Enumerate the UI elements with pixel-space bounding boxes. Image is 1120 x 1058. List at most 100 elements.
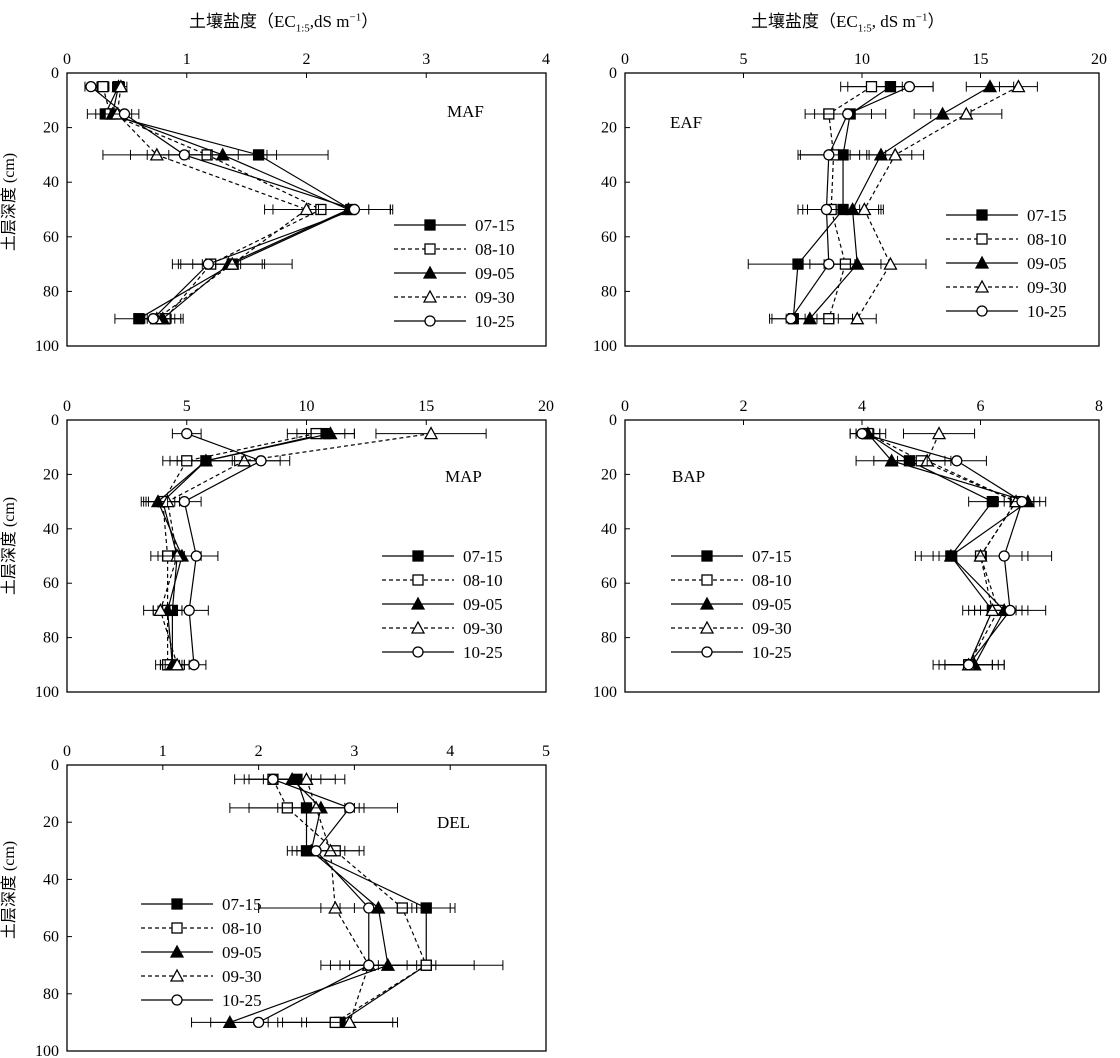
y-tick-label-bap-3: 60 bbox=[601, 575, 617, 592]
series-line-eaf-09-05 bbox=[809, 86, 991, 320]
point-del-10-25-5 bbox=[252, 1016, 265, 1029]
svg-text:07-15: 07-15 bbox=[1027, 206, 1067, 225]
series-line-bap-07-15 bbox=[867, 433, 994, 666]
point-bap-09-05-1 bbox=[884, 453, 899, 467]
point-eaf-10-25-1 bbox=[842, 108, 854, 120]
legend-entry-del-09-30: 09-30 bbox=[141, 967, 262, 986]
y-tick-label-eaf-3: 60 bbox=[601, 229, 617, 246]
svg-text:09-05: 09-05 bbox=[752, 595, 792, 614]
point-eaf-09-30-5 bbox=[850, 311, 865, 325]
svg-text:07-15: 07-15 bbox=[463, 547, 503, 566]
point-del-10-25-1 bbox=[343, 802, 356, 814]
point-eaf-09-30-2 bbox=[888, 147, 903, 161]
x-tick-label-map-2: 10 bbox=[299, 398, 315, 415]
point-eaf-08-10-0 bbox=[865, 81, 878, 93]
x-tick-label-maf-2: 2 bbox=[303, 51, 311, 68]
legend-entry-maf-09-30: 09-30 bbox=[394, 288, 515, 307]
series-line-bap-09-05 bbox=[867, 433, 1030, 666]
y-tick-label-maf-3: 60 bbox=[43, 229, 59, 246]
svg-text:07-15: 07-15 bbox=[752, 547, 792, 566]
series-line-eaf-10-25 bbox=[790, 86, 910, 320]
svg-text:09-05: 09-05 bbox=[463, 595, 503, 614]
point-maf-08-10-0 bbox=[97, 81, 109, 93]
panel-map: 0 5 10 15 20 0 20 40 60 80 100 MAP 07-15 08-10 09-05 09… bbox=[35, 398, 554, 701]
point-bap-10-25-2 bbox=[1016, 495, 1028, 508]
legend-entry-eaf-10-25: 10-25 bbox=[946, 302, 1067, 321]
svg-text:09-30: 09-30 bbox=[1027, 278, 1067, 297]
legend-entry-map-09-30: 09-30 bbox=[382, 619, 503, 638]
legend-entry-bap-07-15: 07-15 bbox=[671, 547, 792, 566]
point-maf-10-25-0 bbox=[85, 81, 97, 93]
x-tick-label-del-0: 0 bbox=[63, 743, 71, 760]
legend-entry-del-08-10: 08-10 bbox=[141, 919, 262, 938]
x-tick-label-bap-3: 6 bbox=[977, 398, 985, 415]
svg-text:08-10: 08-10 bbox=[475, 240, 515, 259]
point-del-10-25-4 bbox=[363, 959, 375, 971]
svg-text:10-25: 10-25 bbox=[463, 643, 503, 662]
panel-label-eaf: EAF bbox=[670, 113, 702, 132]
panel-bap: 0 2 4 6 8020406080100BAP07-1508-1009-0509-30… bbox=[593, 398, 1103, 701]
svg-text:09-05: 09-05 bbox=[1027, 254, 1067, 273]
point-eaf-09-30-0 bbox=[1011, 79, 1026, 93]
x-tick-label-maf-1: 1 bbox=[183, 51, 191, 68]
point-maf-10-25-2 bbox=[178, 149, 191, 161]
svg-text:09-30: 09-30 bbox=[752, 619, 792, 638]
plot-frame-del bbox=[66, 764, 547, 1052]
x-tick-label-bap-0: 0 bbox=[621, 398, 629, 415]
point-maf-09-30-0 bbox=[113, 79, 128, 93]
svg-text:10-25: 10-25 bbox=[1027, 302, 1067, 321]
y-tick-label-maf-1: 20 bbox=[43, 120, 59, 137]
legend-entry-map-07-15: 07-15 bbox=[382, 547, 503, 566]
point-del-09-30-0 bbox=[299, 771, 314, 785]
series-line-bap-09-30 bbox=[926, 433, 1017, 666]
point-del-10-25-2 bbox=[310, 845, 322, 857]
point-map-09-30-5 bbox=[170, 657, 185, 671]
x-tick-label-maf-4: 4 bbox=[542, 51, 550, 68]
x-tick-label-map-3: 15 bbox=[418, 398, 434, 415]
x-tick-label-map-1: 5 bbox=[183, 398, 191, 415]
svg-text:09-05: 09-05 bbox=[475, 264, 515, 283]
y-tick-label-maf-2: 40 bbox=[43, 174, 59, 191]
legend-entry-map-09-05: 09-05 bbox=[382, 595, 503, 614]
point-bap-10-25-5 bbox=[963, 659, 975, 671]
x-tick-label-del-1: 1 bbox=[159, 743, 167, 760]
x-tick-label-map-0: 0 bbox=[63, 398, 71, 415]
svg-text:10-25: 10-25 bbox=[752, 643, 792, 662]
svg-text:09-30: 09-30 bbox=[463, 619, 503, 638]
y-tick-label-del-0: 0 bbox=[51, 757, 59, 774]
series-line-maf-10-25 bbox=[90, 86, 357, 320]
y-tick-label-del-4: 80 bbox=[43, 986, 59, 1003]
x-tick-label-eaf-1: 5 bbox=[740, 51, 748, 68]
point-eaf-10-25-0 bbox=[903, 81, 916, 93]
svg-text:09-05: 09-05 bbox=[222, 943, 262, 962]
x-tick-label-del-5: 5 bbox=[542, 743, 550, 760]
x-tick-label-maf-3: 3 bbox=[422, 51, 430, 68]
series-line-map-09-05 bbox=[157, 433, 331, 665]
panel-label-maf: MAF bbox=[447, 102, 484, 121]
x-tick-label-del-2: 2 bbox=[255, 743, 263, 760]
point-eaf-09-30-4 bbox=[883, 256, 898, 270]
legend-entry-bap-09-30: 09-30 bbox=[671, 619, 792, 638]
y-tick-label-eaf-4: 80 bbox=[601, 283, 617, 300]
point-eaf-10-25-4 bbox=[823, 258, 835, 270]
y-tick-label-eaf-5: 100 bbox=[593, 338, 617, 355]
svg-text:07-15: 07-15 bbox=[475, 216, 515, 235]
svg-text:08-10: 08-10 bbox=[752, 571, 792, 590]
point-bap-10-25-3 bbox=[998, 550, 1010, 562]
point-map-10-25-5 bbox=[188, 659, 200, 671]
series-line-eaf-08-10 bbox=[828, 86, 872, 319]
svg-text:08-10: 08-10 bbox=[463, 571, 503, 590]
x-tick-label-bap-1: 2 bbox=[740, 398, 748, 415]
point-map-10-25-2 bbox=[178, 495, 191, 508]
point-bap-10-25-0 bbox=[856, 427, 868, 440]
point-map-10-25-3 bbox=[190, 550, 202, 562]
point-map-09-30-0 bbox=[423, 426, 439, 440]
point-map-10-25-4 bbox=[183, 604, 195, 617]
legend-entry-eaf-08-10: 08-10 bbox=[946, 230, 1067, 249]
top-title-left: 土壤盐度（EC1:5,dS m−1） bbox=[189, 11, 379, 35]
y-tick-label-del-3: 60 bbox=[43, 929, 59, 946]
point-eaf-09-30-3 bbox=[857, 202, 872, 216]
panel-label-bap: BAP bbox=[672, 467, 705, 486]
point-del-10-25-3 bbox=[363, 902, 375, 914]
